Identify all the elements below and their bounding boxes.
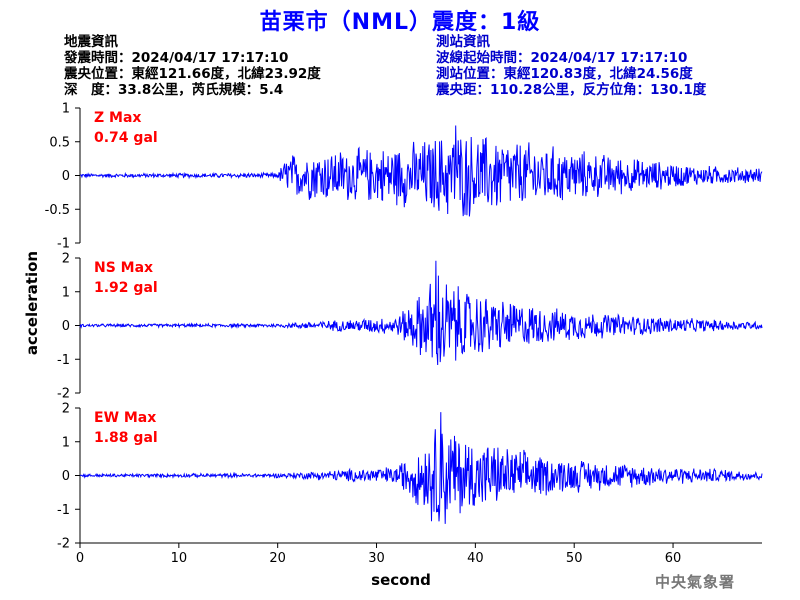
station-info: 測站資訊 波線起始時間：2024/04/17 17:17:10 測站位置：東經1… — [436, 34, 706, 98]
max-value: 0.74 gal — [94, 130, 158, 146]
y-tick-label: 1 — [62, 435, 70, 450]
y-tick-label: 1 — [62, 102, 70, 117]
y-tick-label: -2 — [57, 537, 70, 552]
max-label: EW Max — [94, 410, 156, 426]
depth-magnitude: 深 度：33.8公里，芮氏規模：5.4 — [64, 82, 284, 98]
y-tick-label: 0 — [62, 319, 70, 334]
agency-credit: 中央氣象署 — [655, 573, 736, 591]
station-info-heading: 測站資訊 — [436, 34, 490, 50]
earthquake-info: 地震資訊 發震時間：2024/04/17 17:17:10 震央位置：東經121… — [64, 34, 321, 98]
epicentral-distance: 震央距：110.28公里，反方位角：130.1度 — [436, 82, 707, 98]
max-value: 1.88 gal — [94, 430, 158, 446]
y-tick-label: -1 — [57, 503, 70, 518]
x-tick-label: 60 — [665, 551, 682, 566]
y-tick-label: 0 — [62, 169, 70, 184]
y-tick-label: -1 — [57, 353, 70, 368]
chart-title: 苗栗市（NML）震度：1級 — [259, 10, 541, 35]
x-tick-label: 10 — [171, 551, 188, 566]
waveform-trace-z — [79, 125, 763, 217]
x-tick-label: 40 — [467, 551, 484, 566]
y-axis-label: acceleration — [23, 251, 41, 355]
y-tick-label: 2 — [62, 402, 70, 417]
y-tick-label: 0 — [62, 469, 70, 484]
station-location: 測站位置：東經120.83度，北緯24.56度 — [436, 66, 693, 82]
max-label: Z Max — [94, 110, 141, 126]
y-tick-label: -2 — [57, 387, 70, 402]
x-tick-label: 0 — [76, 551, 84, 566]
waveform-trace-ew — [79, 412, 763, 524]
y-tick-label: 0.5 — [49, 135, 70, 150]
epicenter-location: 震央位置：東經121.66度，北緯23.92度 — [64, 66, 321, 82]
waveform-trace-ns — [79, 260, 763, 366]
x-tick-label: 50 — [566, 551, 583, 566]
x-tick-label: 30 — [368, 551, 385, 566]
y-tick-label: 1 — [62, 285, 70, 300]
x-axis-label: second — [371, 571, 431, 589]
y-tick-label: -1 — [57, 237, 70, 252]
panel-ew: -2 -1 0 1 2 EW Max 1.88 gal — [57, 402, 763, 552]
max-label: NS Max — [94, 260, 153, 276]
x-tick-label: 20 — [269, 551, 286, 566]
earthquake-info-heading: 地震資訊 — [64, 34, 118, 50]
panel-ns: -2 -1 0 1 2 NS Max 1.92 gal — [57, 252, 763, 402]
y-tick-label: 2 — [62, 252, 70, 267]
y-tick-label: -0.5 — [45, 203, 70, 218]
origin-time: 發震時間：2024/04/17 17:17:10 — [64, 50, 289, 66]
max-value: 1.92 gal — [94, 280, 158, 296]
panel-z: -1 -0.5 0 0.5 1 Z Max 0.74 gal — [45, 102, 763, 252]
waveform-start-time: 波線起始時間：2024/04/17 17:17:10 — [436, 50, 688, 66]
